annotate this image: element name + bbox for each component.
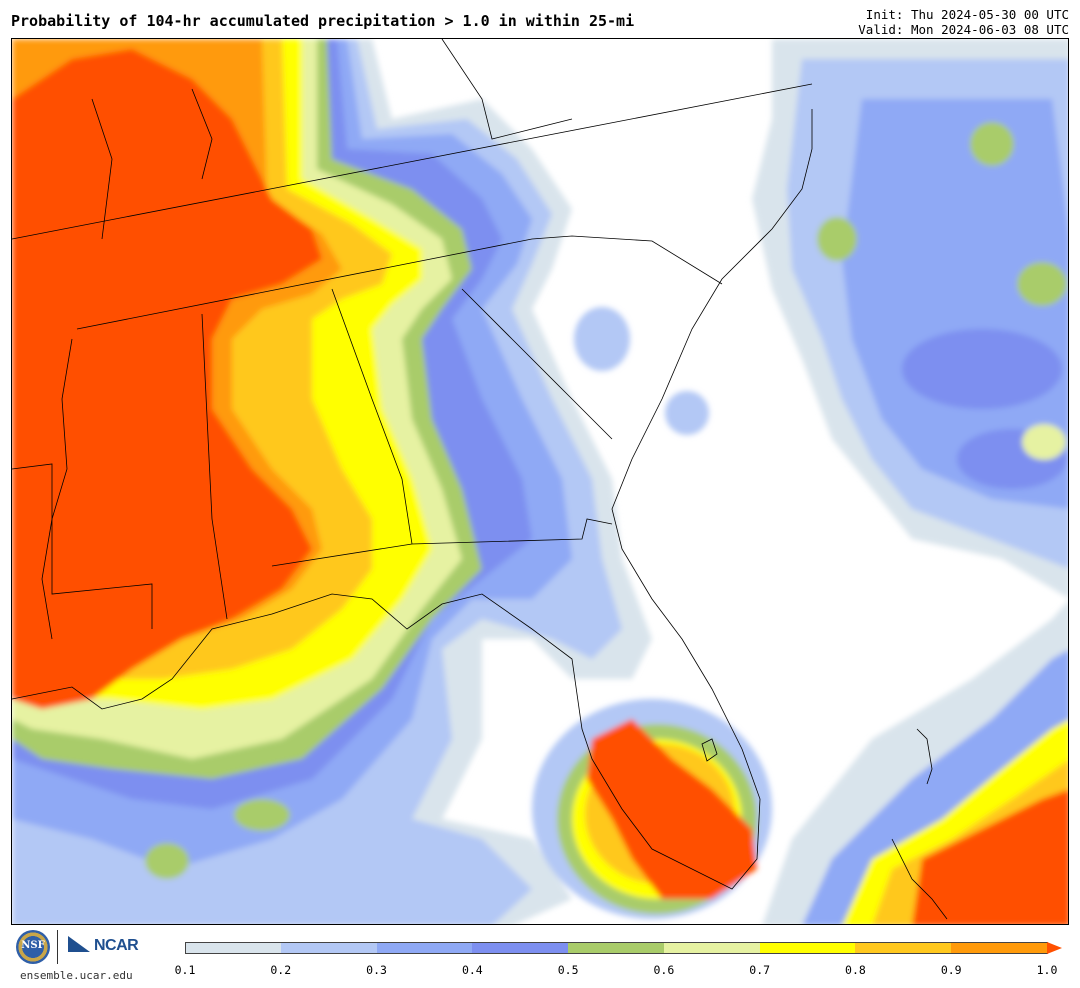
colorbar-tick-label: 0.8 — [845, 963, 866, 977]
field-p50-gulf-a — [145, 843, 189, 879]
river-ms — [41, 338, 73, 640]
colorbar-extend-arrow — [1047, 942, 1062, 954]
probability-map — [11, 38, 1069, 925]
nsf-logo-icon: NSF — [16, 930, 50, 964]
coast-bahamas-b — [916, 728, 933, 785]
valid-time: Valid: Mon 2024-06-03 08 UTC — [858, 22, 1069, 37]
colorbar-segment — [472, 942, 570, 954]
colorbar-tick-label: 0.1 — [174, 963, 196, 977]
colorbar-segment — [185, 942, 282, 954]
state-line-tn-nc — [76, 235, 723, 330]
ncar-logo-text: NCAR — [94, 937, 139, 954]
colorbar-tick-label: 0.7 — [749, 963, 771, 977]
state-line-al-ga — [331, 288, 413, 545]
run-info: Init: Thu 2024-05-30 00 UTC Valid: Mon 2… — [858, 7, 1069, 37]
colorbar-tick-label: 0.3 — [366, 963, 387, 977]
state-line-va — [441, 39, 573, 140]
probability-fields — [12, 39, 1068, 924]
init-time: Init: Thu 2024-05-30 00 UTC — [865, 7, 1069, 22]
colorbar-segment — [855, 942, 953, 954]
state-line-ga-sc — [461, 288, 613, 440]
colorbar-tick-label: 0.9 — [940, 963, 962, 977]
field-p20-sc — [574, 307, 630, 371]
field-p50-east-c — [817, 217, 857, 261]
field-p40-east-a — [902, 329, 1062, 409]
coast-gulf — [12, 109, 813, 890]
colorbar-segment — [951, 942, 1048, 954]
field-p100-west — [12, 49, 322, 709]
state-line-la-ms — [12, 463, 153, 629]
field-p50-gulf-b — [234, 799, 290, 831]
field-p50-east-a — [1017, 262, 1067, 306]
field-p30-east — [842, 99, 1068, 509]
colorbar-segment — [280, 942, 378, 954]
colorbar-tick-label: 0.6 — [653, 963, 675, 977]
logo-block: NSF NCAR ensemble.ucar.edu — [14, 930, 144, 985]
colorbar-tick-label: 1.0 — [1036, 963, 1058, 977]
lake-okeechobee — [701, 738, 718, 762]
state-line-north — [12, 83, 813, 240]
map-canvas — [12, 39, 1068, 924]
logo-divider — [57, 930, 58, 964]
colorbar-segment — [663, 942, 761, 954]
colorbar-segment — [759, 942, 857, 954]
field-p100-fl — [587, 719, 757, 899]
coast-bahamas — [891, 838, 948, 920]
colorbar-segment — [376, 942, 474, 954]
colorbar-tick-label: 0.2 — [270, 963, 292, 977]
state-line-ms-al — [201, 313, 228, 620]
field-p20-coast — [665, 391, 709, 435]
colorbar-tick-label: 0.5 — [557, 963, 579, 977]
field-p50-east-b — [970, 122, 1014, 166]
nsf-logo-text: NSF — [21, 940, 45, 951]
state-line-fl-ga — [271, 518, 613, 567]
ncar-logo-icon — [68, 936, 90, 952]
colorbar — [185, 942, 1063, 955]
map-title: Probability of 104-hr accumulated precip… — [11, 12, 635, 30]
colorbar-segment — [568, 942, 665, 954]
field-p60-east-a — [1022, 424, 1066, 460]
site-url: ensemble.ucar.edu — [20, 969, 133, 982]
state-line-ky — [191, 88, 213, 180]
field-p100-se — [912, 789, 1068, 924]
boundaries — [12, 39, 948, 920]
state-line-nw — [91, 98, 113, 240]
colorbar-tick-label: 0.4 — [461, 963, 483, 977]
